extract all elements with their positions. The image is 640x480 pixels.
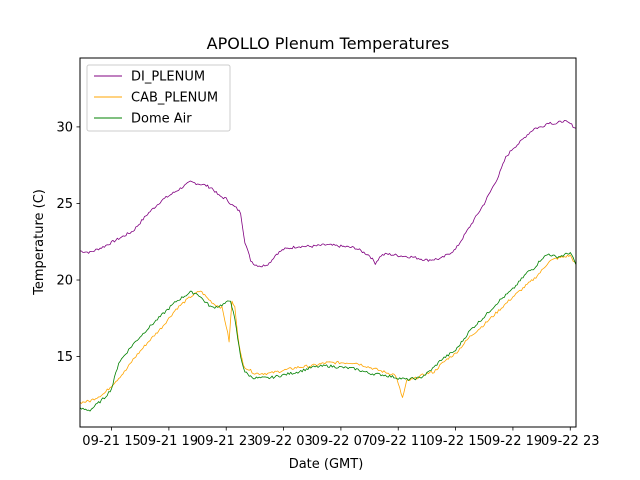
x-tick-label: 09-22 03 xyxy=(254,434,312,449)
y-axis-title: Temperature (C) xyxy=(32,189,47,296)
y-tick-label: 25 xyxy=(56,197,73,212)
y-tick-label: 15 xyxy=(56,350,73,365)
series-line-di-plenum xyxy=(80,120,576,268)
x-tick-label: 09-22 19 xyxy=(484,434,542,449)
x-tick-label: 09-21 19 xyxy=(140,434,198,449)
x-tick-label: 09-21 23 xyxy=(197,434,255,449)
series-line-dome-air xyxy=(80,252,576,412)
x-tick-label: 09-22 11 xyxy=(369,434,427,449)
plot-frame xyxy=(79,57,577,428)
legend-label: Dome Air xyxy=(131,112,192,127)
series-layer xyxy=(80,120,576,412)
legend-box xyxy=(86,64,231,132)
x-tick-label: 09-22 15 xyxy=(426,434,484,449)
x-axis-title: Date (GMT) xyxy=(289,457,364,472)
x-tick-label: 09-21 15 xyxy=(82,434,140,449)
legend: DI_PLENUM CAB_PLENUM Dome Air xyxy=(86,64,231,132)
y-tick-label: 20 xyxy=(56,274,73,289)
series-line-cab-plenum xyxy=(80,254,576,404)
legend-label: DI_PLENUM xyxy=(131,70,205,85)
legend-label: CAB_PLENUM xyxy=(131,91,218,106)
legend-items: DI_PLENUM CAB_PLENUM Dome Air xyxy=(94,70,218,127)
x-tick-label: 09-22 23 xyxy=(541,434,599,449)
y-tick-label: 30 xyxy=(56,120,73,135)
x-tick-label: 09-22 07 xyxy=(312,434,370,449)
chart-title: APOLLO Plenum Temperatures xyxy=(207,34,450,53)
